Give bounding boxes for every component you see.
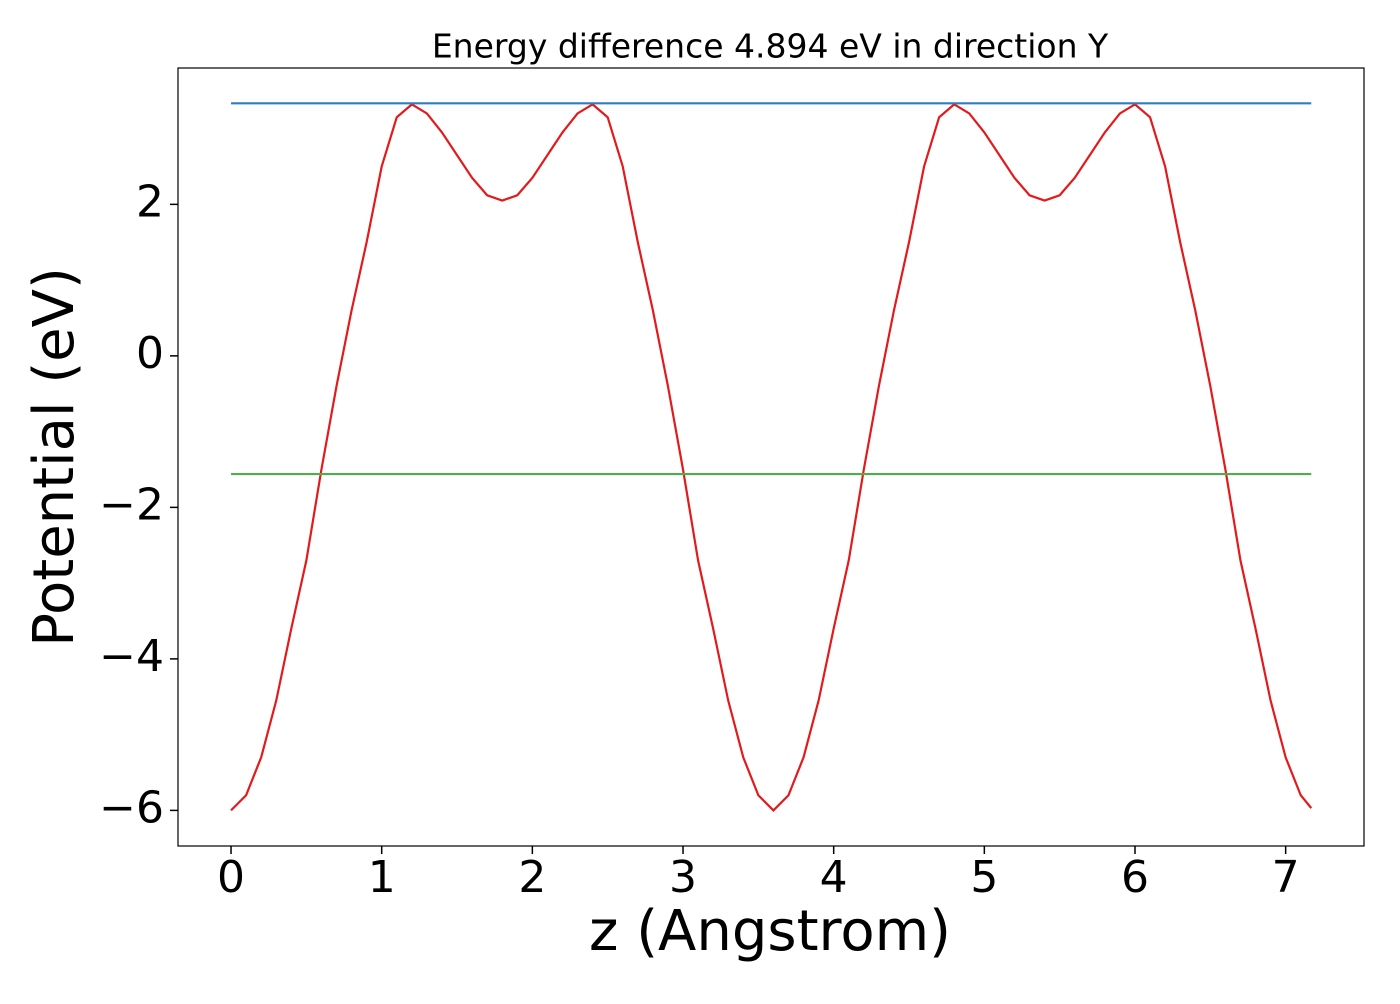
- x-tick-label: 6: [1121, 852, 1149, 903]
- x-tick-label: 3: [669, 852, 697, 903]
- y-tick-label: −2: [99, 479, 164, 530]
- y-tick-label: −6: [99, 782, 164, 833]
- y-axis-label: Potential (eV): [22, 267, 87, 647]
- x-axis-label: z (Angstrom): [589, 899, 951, 964]
- series-line: [230, 103, 1313, 812]
- x-tick-label: 7: [1272, 852, 1300, 903]
- y-tick-label: 2: [136, 176, 164, 227]
- plot-frame: [177, 67, 1365, 847]
- y-tick-label: −4: [99, 631, 164, 682]
- x-tick-label: 2: [518, 852, 546, 903]
- x-tick-label: 1: [368, 852, 396, 903]
- x-tick-label: 0: [217, 852, 245, 903]
- chart-title: Energy difference 4.894 eV in direction …: [432, 27, 1109, 66]
- y-tick-label: 0: [136, 328, 164, 379]
- x-tick-label: 5: [970, 852, 998, 903]
- x-tick-label: 4: [820, 852, 848, 903]
